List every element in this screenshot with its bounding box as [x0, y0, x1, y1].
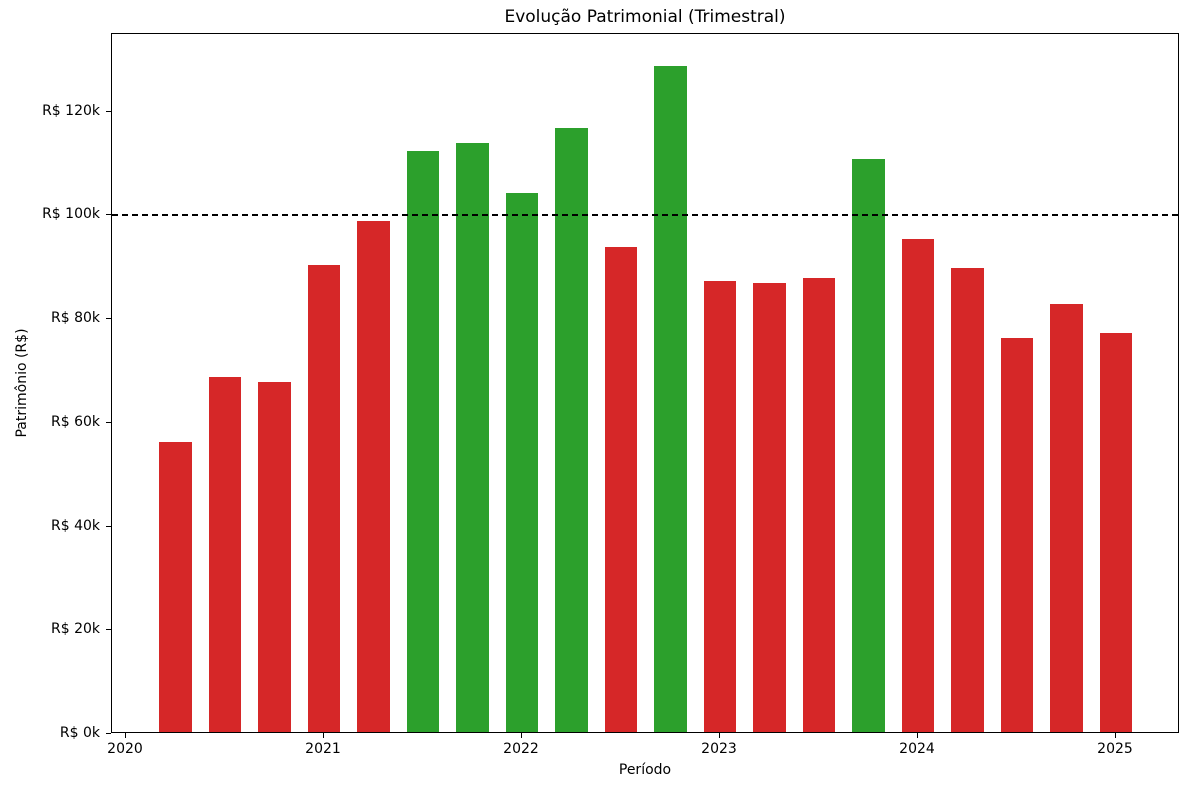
y-axis-label: Patrimônio (R$) [14, 328, 30, 438]
x-tick-label: 2025 [1097, 741, 1133, 757]
bar-2023-Q3 [802, 278, 836, 732]
bar-2020-Q4 [258, 382, 291, 732]
y-tick-mark [106, 525, 111, 527]
x-tick-label: 2021 [305, 741, 341, 757]
bar-2022-Q2 [555, 127, 588, 732]
plot-area [111, 33, 1179, 733]
bar-2023-Q1 [703, 280, 737, 732]
x-tick-mark [521, 733, 522, 738]
bar-2024-Q2 [951, 267, 984, 732]
chart-title: Evolução Patrimonial (Trimestral) [504, 7, 786, 27]
bar-2022-Q4 [654, 65, 687, 732]
x-axis-label: Período [618, 762, 672, 778]
x-tick-mark [323, 733, 324, 738]
y-tick-label: R$ 100k [42, 206, 100, 223]
y-tick-mark [106, 318, 111, 320]
bar-2021-Q4 [456, 143, 489, 732]
bar-2023-Q4 [852, 159, 885, 732]
x-tick-mark [124, 733, 126, 738]
x-tick-mark [719, 733, 720, 738]
bar-2023-Q2 [753, 283, 786, 732]
bar-2024-Q4 [1050, 304, 1083, 732]
x-tick-label: 2023 [701, 741, 737, 757]
y-tick-label: R$ 40k [50, 517, 100, 534]
y-tick-mark [106, 214, 111, 216]
bar-2024-Q1 [901, 239, 935, 732]
x-tick-label: 2020 [107, 741, 143, 757]
x-tick-mark [917, 733, 918, 738]
y-tick-mark [106, 629, 111, 631]
x-tick-label: 2022 [503, 741, 539, 757]
bar-2025-Q1 [1099, 332, 1133, 732]
y-tick-mark [106, 733, 111, 734]
bar-2020-Q3 [208, 376, 242, 732]
y-tick-label: R$ 80k [50, 310, 100, 327]
bar-2021-Q1 [307, 265, 341, 732]
x-tick-label: 2024 [899, 741, 935, 757]
bar-2021-Q2 [357, 221, 390, 732]
bar-2021-Q3 [406, 151, 440, 732]
y-tick-label: R$ 20k [50, 621, 100, 638]
bar-2020-Q2 [159, 441, 192, 732]
y-tick-mark [106, 421, 111, 423]
y-tick-label: R$ 120k [42, 102, 100, 119]
x-tick-mark [1115, 733, 1116, 738]
threshold-line [112, 214, 1178, 217]
y-tick-label: R$ 60k [50, 413, 100, 430]
bar-2022-Q3 [604, 247, 638, 732]
y-tick-label: R$ 0k [59, 725, 100, 741]
y-tick-mark [106, 110, 111, 112]
bar-2024-Q3 [1000, 337, 1034, 732]
bar-2022-Q1 [505, 192, 539, 732]
